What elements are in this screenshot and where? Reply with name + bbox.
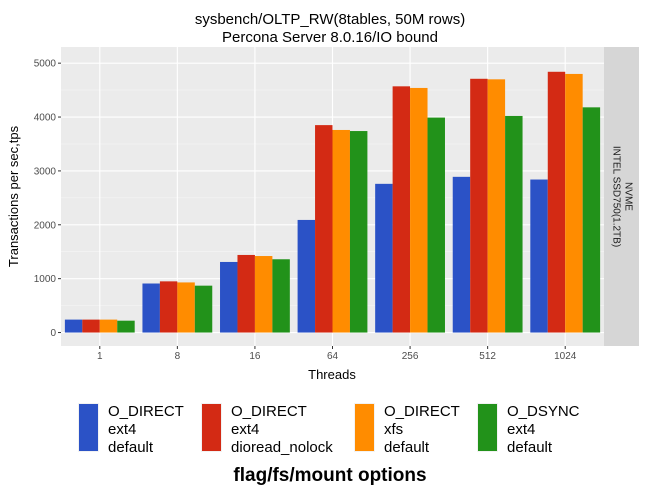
x-tick-label: 8 <box>175 351 181 362</box>
legend-label: ext4 <box>507 421 535 438</box>
bar <box>177 282 195 333</box>
chart-title: sysbench/OLTP_RW(8tables, 50M rows) <box>195 11 465 28</box>
legend-label: dioread_nolock <box>231 439 333 456</box>
facet-label: NVME INTEL SSD750(1.2TB) <box>611 146 634 247</box>
bar <box>582 107 601 333</box>
bar <box>194 285 213 333</box>
bar <box>547 71 566 333</box>
bar <box>220 261 238 333</box>
y-tick-label: 4000 <box>34 113 57 124</box>
bar <box>349 131 368 333</box>
bar <box>505 115 523 333</box>
x-tick-label: 64 <box>327 351 339 362</box>
bar <box>452 176 471 333</box>
bar <box>142 283 160 333</box>
bar <box>117 320 135 333</box>
bar <box>392 86 411 333</box>
bar <box>159 281 178 333</box>
legend-label: default <box>384 439 430 456</box>
x-tick-label: 1 <box>97 351 103 362</box>
bar <box>99 319 118 333</box>
legend-label: ext4 <box>231 421 259 438</box>
x-tick-label: 1024 <box>554 351 577 362</box>
legend-title: flag/fs/mount options <box>233 465 426 486</box>
bar <box>470 78 488 333</box>
legend-label: ext4 <box>108 421 136 438</box>
x-tick-label: 256 <box>402 351 419 362</box>
bar <box>530 179 548 333</box>
legend-label: default <box>108 439 154 456</box>
chart-subtitle: Percona Server 8.0.16/IO bound <box>222 29 438 46</box>
y-tick-label: 2000 <box>34 220 57 231</box>
facet-strip <box>604 47 639 346</box>
y-tick-label: 0 <box>50 328 56 339</box>
legend-label: O_DIRECT <box>231 403 307 420</box>
x-axis-title: Threads <box>308 367 356 382</box>
bar <box>565 73 583 333</box>
bar <box>64 319 83 333</box>
legend-label: O_DIRECT <box>108 403 184 420</box>
legend-label: O_DIRECT <box>384 403 460 420</box>
bar <box>410 87 428 333</box>
y-axis: 0 1000 2000 3000 4000 5000 <box>34 59 61 339</box>
legend-label: xfs <box>384 421 403 438</box>
x-tick-label: 16 <box>249 351 261 362</box>
legend: O_DIRECText4defaultO_DIRECText4dioread_n… <box>78 403 580 456</box>
bar <box>487 79 506 333</box>
bars-group <box>64 71 601 333</box>
bar <box>315 125 333 333</box>
bar <box>272 259 290 333</box>
legend-label: default <box>507 439 553 456</box>
facet-label-line-1: NVME <box>623 182 634 211</box>
legend-swatch <box>202 404 221 451</box>
legend-label: O_DSYNC <box>507 403 580 420</box>
bar <box>297 219 316 333</box>
facet-label-line-2: INTEL SSD750(1.2TB) <box>611 146 622 247</box>
legend-swatch <box>79 404 98 451</box>
legend-swatch <box>355 404 374 451</box>
bar <box>332 129 350 333</box>
bar <box>427 117 445 333</box>
x-tick-label: 512 <box>479 351 496 362</box>
bar <box>82 319 100 333</box>
y-tick-label: 3000 <box>34 166 57 177</box>
legend-swatch <box>478 404 497 451</box>
x-axis: 1 8 16 64 256 512 1024 <box>97 346 577 362</box>
y-tick-label: 1000 <box>34 274 57 285</box>
bar <box>254 256 273 333</box>
y-axis-title: Transactions per sec,tps <box>6 125 21 267</box>
bar <box>375 183 393 333</box>
bar <box>237 254 255 333</box>
y-tick-label: 5000 <box>34 59 57 70</box>
